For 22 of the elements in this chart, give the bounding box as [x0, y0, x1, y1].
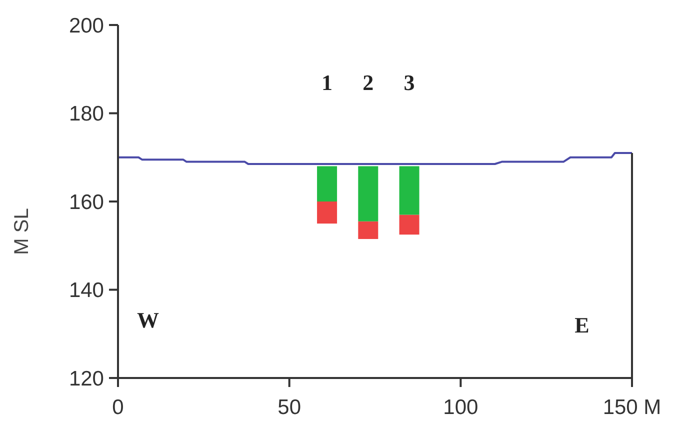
- bar: [399, 214, 420, 235]
- annotation: W: [137, 308, 159, 333]
- x-tick-label: 100: [443, 396, 478, 419]
- y-tick-label: 160: [68, 190, 104, 214]
- y-tick-label: 200: [68, 14, 104, 38]
- annotation: 1: [322, 70, 333, 95]
- x-tick-label: 150 M: [602, 396, 662, 419]
- bar: [317, 166, 338, 202]
- bar: [358, 166, 378, 222]
- y-tick-label: 140: [68, 279, 104, 302]
- annotation: E: [574, 312, 590, 338]
- y-tick-label: 120: [68, 367, 104, 390]
- annotation: 3: [404, 70, 415, 95]
- y-tick-label: 180: [68, 102, 104, 126]
- bar: [399, 166, 420, 215]
- bar: [358, 221, 378, 240]
- bar: [317, 202, 338, 224]
- x-tick-label: 0: [112, 396, 124, 419]
- line-series: [117, 152, 633, 165]
- y-axis-title: M SL: [11, 208, 33, 255]
- x-tick-label: 50: [278, 396, 302, 419]
- annotation: 2: [362, 70, 374, 95]
